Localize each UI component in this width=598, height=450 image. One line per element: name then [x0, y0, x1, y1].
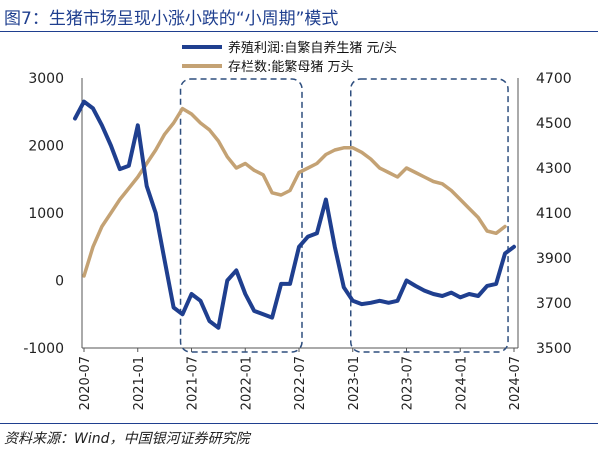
series-lines [73, 99, 516, 330]
x-axis-ticks: 2020-07 2021-01 2021-07 2022-01 2022-07 2023-… [78, 348, 523, 410]
x-tick-label: 2020-07 [78, 356, 93, 410]
left-tick-label: 2000 [28, 139, 64, 155]
x-tick-label: 2022-01 [239, 356, 254, 410]
left-tick-label: 3000 [28, 71, 64, 87]
x-tick-label: 2021-01 [132, 356, 147, 410]
source-note: 资料来源：Wind，中国银河证券研究院 [4, 431, 250, 447]
right-tick-label: 4500 [536, 116, 572, 132]
series-line-sows [82, 106, 507, 278]
legend: 养殖利润:自繁自养生猪 元/头 存栏数:能繁母猪 万头 [182, 40, 397, 75]
series-line-profit [73, 99, 516, 330]
x-tick-label: 2021-07 [186, 356, 201, 410]
left-tick-label: 0 [55, 274, 64, 290]
figure-title: 图7：生猪市场呈现小涨小跌的“小周期”模式 [4, 9, 339, 29]
x-tick-label: 2023-01 [347, 356, 362, 410]
right-tick-label: 3700 [536, 296, 572, 312]
legend-label-profit: 养殖利润:自繁自养生猪 元/头 [228, 40, 397, 56]
title-divider [0, 31, 598, 32]
right-tick-label: 3900 [536, 251, 572, 267]
legend-label-sows: 存栏数:能繁母猪 万头 [228, 59, 354, 75]
x-tick-label: 2022-07 [293, 356, 308, 410]
x-tick-label: 2024-07 [508, 356, 523, 410]
plot-frame [81, 78, 519, 349]
left-tick-label: -1000 [23, 341, 64, 357]
highlight-box [179, 78, 303, 353]
x-tick-label: 2023-07 [401, 356, 416, 410]
left-tick-label: 1000 [28, 206, 64, 222]
x-tick-label: 2024-01 [454, 356, 469, 410]
source-divider [0, 423, 598, 424]
dual-axis-line-chart: 3000 2000 1000 0 -1000 4700 4500 4300 4100 3900 3… [23, 40, 572, 410]
highlight-box [350, 78, 509, 353]
right-tick-label: 4300 [536, 161, 572, 177]
right-tick-label: 4100 [536, 206, 572, 222]
right-tick-label: 3500 [536, 341, 572, 357]
left-axis-ticks: 3000 2000 1000 0 -1000 [23, 71, 64, 357]
right-tick-label: 4700 [536, 71, 572, 87]
right-axis-ticks: 4700 4500 4300 4100 3900 3700 3500 [536, 71, 572, 357]
highlight-boxes [179, 78, 509, 353]
